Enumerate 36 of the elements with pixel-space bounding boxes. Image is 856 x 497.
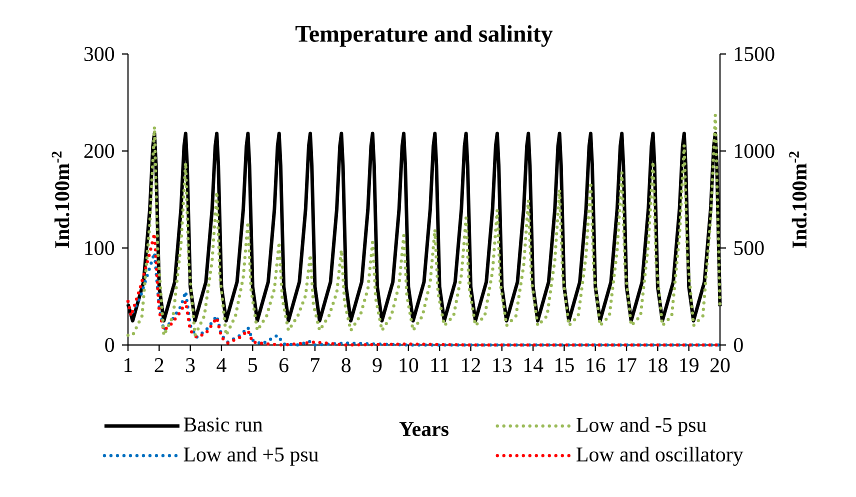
x-tick-label: 18 bbox=[649, 358, 668, 372]
y-tick-label: 300 bbox=[84, 46, 114, 62]
x-tick-label: 11 bbox=[431, 358, 448, 372]
x-tick-label: 7 bbox=[311, 358, 320, 372]
y-axis-title: Ind.100m$^{-2}$ bbox=[52, 152, 70, 248]
chart-title: Temperature and salinity bbox=[296, 25, 553, 47]
x-tick-label: 5 bbox=[248, 358, 258, 372]
x-tick-label: 6 bbox=[279, 358, 288, 372]
x-tick-label: 2 bbox=[154, 358, 164, 372]
x-tick-label: 8 bbox=[342, 358, 351, 372]
x-tick-label: 10 bbox=[400, 358, 418, 372]
x-tick-label: 15 bbox=[556, 358, 574, 372]
x-tick-label: 4 bbox=[216, 358, 226, 372]
x-tick-label: 16 bbox=[586, 358, 606, 372]
y-tick-label: 0 bbox=[105, 338, 114, 352]
y2-tick-label: 0 bbox=[734, 338, 743, 352]
x-tick-label: 3 bbox=[186, 358, 195, 372]
x-tick-label: 17 bbox=[618, 358, 636, 372]
x-tick-label: 9 bbox=[372, 358, 382, 372]
x-tick-label: 20 bbox=[710, 358, 730, 372]
y2-tick-label: 1500 bbox=[735, 46, 774, 62]
x-tick-label: 14 bbox=[524, 358, 544, 372]
y-tick-label: 100 bbox=[85, 240, 114, 256]
x-tick-label: 19 bbox=[680, 358, 698, 372]
legend-label: Low and oscillatory bbox=[576, 446, 744, 466]
x-axis-title: Years bbox=[399, 422, 448, 436]
y-tick-label: 200 bbox=[84, 144, 114, 158]
legend-label: Basic run bbox=[184, 418, 262, 432]
y2-tick-label: 500 bbox=[734, 240, 764, 256]
x-tick-label: 12 bbox=[462, 358, 480, 372]
x-tick-label: 1 bbox=[124, 358, 132, 372]
y2-tick-label: 1000 bbox=[735, 144, 774, 158]
legend-label: Low and -5 psu bbox=[576, 417, 706, 436]
y2-axis-title: Ind.100m$^{-2}$ bbox=[789, 152, 807, 248]
x-tick-label: 13 bbox=[493, 358, 512, 372]
legend-label: Low and +5 psu bbox=[184, 446, 318, 466]
